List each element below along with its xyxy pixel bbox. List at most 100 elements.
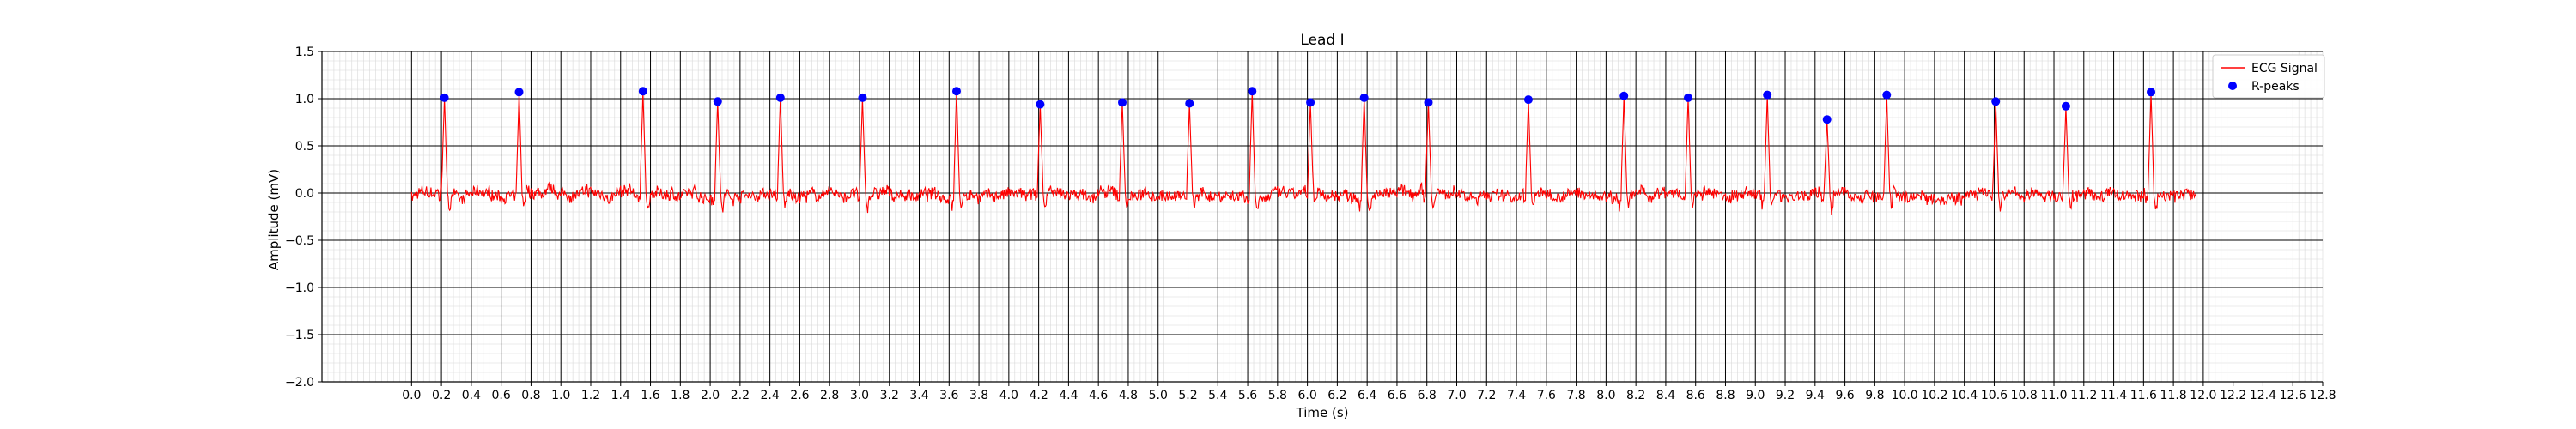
x-tick-label: 0.8 [521,389,540,402]
r-peak-point [440,93,449,102]
y-tick-label: −1.5 [285,329,314,342]
x-tick-label: 1.8 [671,389,690,402]
x-tick-label: 9.8 [1865,389,1884,402]
x-tick-label: 11.0 [2040,389,2067,402]
r-peak-point [1306,98,1315,107]
r-peak-point [1118,98,1127,107]
x-tick-label: 5.8 [1268,389,1287,402]
axes [321,51,2323,383]
x-tick-label: 7.0 [1447,389,1466,402]
y-tick-label: 1.5 [295,45,314,59]
r-peak-point [1763,90,1772,100]
x-tick-label: 0.0 [402,389,421,402]
x-tick-label: 10.6 [1981,389,2008,402]
x-tick-label: 9.0 [1746,389,1765,402]
x-tick-label: 6.4 [1358,389,1376,402]
r-peak-point [713,97,722,106]
r-peak-point [1822,115,1832,124]
x-tick-label: 0.6 [492,389,511,402]
x-tick-label: 2.6 [790,389,809,402]
r-peak-point [951,87,961,96]
r-peak-point [858,93,867,102]
x-tick-label: 1.2 [581,389,600,402]
x-tick-label: 10.4 [1951,389,1978,402]
x-tick-label: 5.0 [1149,389,1168,402]
x-tick-label: 2.8 [820,389,839,402]
x-tick-label: 8.4 [1656,389,1675,402]
x-tick-label: 6.8 [1418,389,1437,402]
major-grid [322,51,2323,383]
x-tick-label: 4.2 [1029,389,1048,402]
x-tick-label: 9.4 [1806,389,1825,402]
r-peak-point [1619,91,1629,100]
r-peak-point [1684,93,1693,102]
x-tick-label: 11.6 [2130,389,2157,402]
r-peak-point [775,93,785,102]
x-tick-label: 5.4 [1208,389,1227,402]
r-peak-point [1359,93,1369,102]
x-tick-label: 3.0 [850,389,869,402]
y-tick-label: −1.0 [285,281,314,295]
x-tick-label: 6.0 [1297,389,1316,402]
x-tick-label: 7.8 [1566,389,1585,402]
x-tick-label: 4.4 [1059,389,1078,402]
x-tick-label: 0.2 [432,389,451,402]
x-tick-label: 5.6 [1238,389,1257,402]
r-peak-point [1991,97,2001,106]
x-tick-label: 12.4 [2250,389,2276,402]
y-axis-label: Amplitude (mV) [266,169,282,270]
legend-box [2212,54,2325,99]
y-tick-label: −0.5 [285,234,314,248]
ticks: 0.0 0.2 0.4 0.6 0.8 1.0 1.2 1.4 1.6 1.8 2.0 2.2 2.4 2… [285,45,2336,402]
x-tick-label: 12.0 [2190,389,2216,402]
x-tick-label: 11.8 [2160,389,2187,402]
x-tick-label: 1.4 [611,389,630,402]
r-peak-point [1424,98,1433,107]
x-tick-label: 6.2 [1327,389,1346,402]
x-tick-label: 1.6 [641,389,659,402]
x-tick-label: 2.4 [761,389,780,402]
x-tick-label: 3.8 [969,389,988,402]
minor-grid [321,51,2324,383]
x-tick-label: 10.2 [1921,389,1947,402]
x-tick-label: 10.0 [1892,389,1918,402]
legend-rpeaks-label: R-peaks [2251,80,2300,94]
x-tick-label: 9.6 [1835,389,1854,402]
x-tick-label: 11.2 [2070,389,2097,402]
x-tick-label: 2.0 [701,389,720,402]
r-peak-point [2061,101,2070,111]
x-tick-label: 10.8 [2011,389,2038,402]
r-peak-point [514,88,524,97]
x-tick-label: 4.6 [1089,389,1108,402]
x-tick-label: 9.2 [1776,389,1795,402]
r-peak-point [1036,100,1045,109]
x-tick-label: 12.8 [2309,389,2336,402]
legend-ecg-label: ECG Signal [2251,62,2318,76]
r-peak-point [1882,90,1892,100]
r-peak-point [1248,87,1257,96]
x-tick-label: 5.2 [1178,389,1197,402]
x-tick-label: 11.4 [2100,389,2127,402]
chart-title: Lead I [1300,32,1344,49]
x-tick-label: 4.0 [999,389,1018,402]
x-tick-label: 3.6 [939,389,958,402]
ecg-signal-line [410,91,2196,215]
r-peaks-layer [440,87,2156,124]
x-tick-label: 3.4 [909,389,928,402]
x-tick-label: 7.2 [1477,389,1496,402]
x-tick-label: 2.2 [731,389,750,402]
r-peak-point [2147,88,2156,97]
x-tick-label: 1.0 [551,389,570,402]
y-tick-label: 0.0 [295,187,314,201]
y-tick-label: −2.0 [285,376,314,390]
legend-rpeaks-swatch [2228,82,2237,90]
x-tick-label: 8.8 [1716,389,1735,402]
legend: ECG Signal R-peaks [2212,54,2325,99]
y-tick-label: 1.0 [295,93,314,106]
x-tick-label: 7.6 [1537,389,1556,402]
r-peak-point [1523,95,1533,105]
x-tick-label: 8.0 [1596,389,1615,402]
x-tick-label: 3.2 [880,389,899,402]
x-tick-label: 8.6 [1686,389,1705,402]
